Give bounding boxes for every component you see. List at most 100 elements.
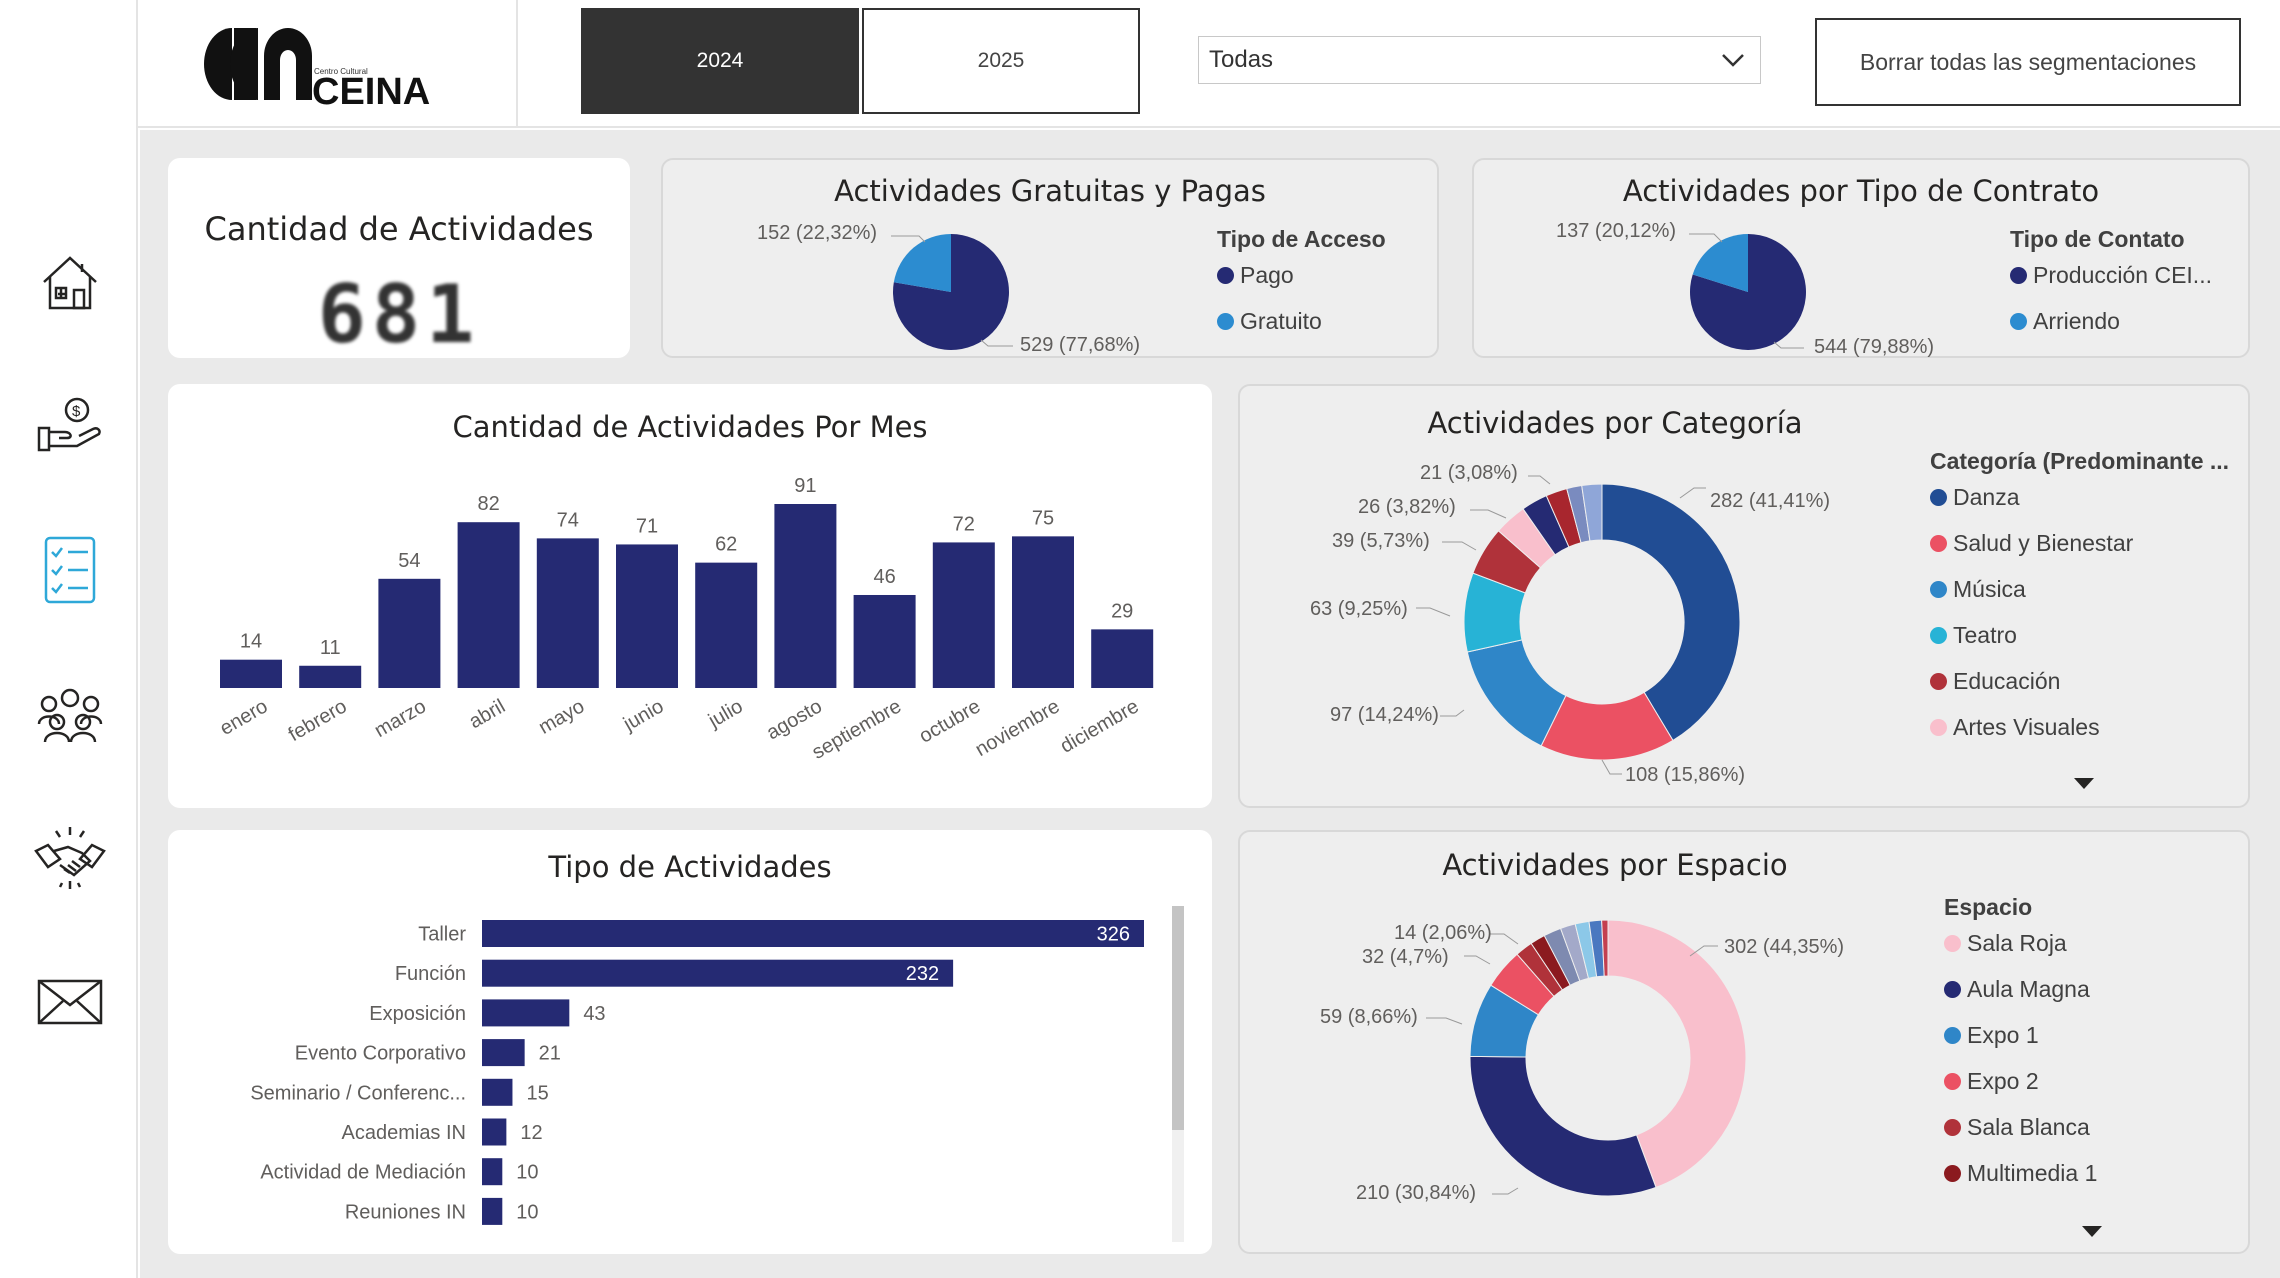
hbar-row[interactable] <box>482 1078 513 1106</box>
handshake-icon[interactable] <box>30 818 110 898</box>
bar-value-label: 14 <box>240 631 262 653</box>
year-2025-button[interactable]: 2025 <box>862 8 1140 114</box>
mail-icon[interactable] <box>30 962 110 1042</box>
hbar-row[interactable] <box>482 920 1144 947</box>
space-label-3: 59 (8,66%) <box>1320 1006 1418 1028</box>
legend-dot <box>1944 935 1961 952</box>
legend-item-teatro[interactable]: Teatro <box>1930 622 2017 649</box>
legend-label: Expo 2 <box>1967 1068 2039 1094</box>
legend-item-sala-blanca[interactable]: Sala Blanca <box>1944 1114 2090 1141</box>
filter-dropdown[interactable]: Todas <box>1198 36 1761 84</box>
hbar-value-label: 10 <box>516 1162 538 1184</box>
bar-enero[interactable] <box>220 659 282 688</box>
legend-label: Multimedia 1 <box>1967 1160 2098 1186</box>
bar-mayo[interactable] <box>536 538 599 688</box>
checklist-icon[interactable] <box>30 530 110 610</box>
legend-more-arrow-icon[interactable] <box>2082 1226 2102 1237</box>
bar-julio[interactable] <box>695 562 758 688</box>
category-donut-svg <box>1463 483 1741 761</box>
bar-noviembre[interactable] <box>1012 536 1074 688</box>
category-label-6: 26 (3,82%) <box>1358 496 1456 518</box>
y-axis-label: Reuniones IN <box>345 1201 466 1223</box>
hbar-row[interactable] <box>482 959 954 987</box>
access-pie-svg <box>891 234 1013 350</box>
legend-label: Arriendo <box>2033 308 2120 334</box>
scrollbar-thumb[interactable] <box>1172 906 1184 1130</box>
x-axis-label: diciembre <box>1057 695 1143 757</box>
legend-label: Música <box>1953 576 2026 602</box>
bar-marzo[interactable] <box>378 578 441 688</box>
category-title: Actividades por Categoría <box>1427 406 1803 440</box>
money-hand-icon[interactable]: $ <box>30 386 110 466</box>
bar-diciembre[interactable] <box>1091 629 1154 688</box>
y-axis-label: Actividad de Mediación <box>260 1162 466 1184</box>
contract-slice-2[interactable] <box>1692 234 1748 292</box>
bar-value-label: 29 <box>1111 600 1133 622</box>
y-axis-label: Academias IN <box>342 1122 467 1144</box>
space-slice-2[interactable] <box>1469 1055 1657 1197</box>
legend-dot <box>2010 313 2027 330</box>
clear-filters-button[interactable]: Borrar todas las segmentaciones <box>1815 18 2241 106</box>
legend-item-multimedia-1[interactable]: Multimedia 1 <box>1944 1160 2097 1187</box>
legend-item-danza[interactable]: Danza <box>1930 484 2019 511</box>
legend-item-pago[interactable]: Pago <box>1217 262 1294 289</box>
bar-octubre[interactable] <box>932 542 995 688</box>
space-slice-11[interactable] <box>1601 919 1609 977</box>
legend-label: Teatro <box>1953 622 2017 648</box>
legend-item-educacion[interactable]: Educación <box>1930 668 2060 695</box>
legend-label: Gratuito <box>1240 308 1322 334</box>
legend-item-sala-roja[interactable]: Sala Roja <box>1944 930 2067 957</box>
legend-item-produccion[interactable]: Producción CEI... <box>2010 262 2212 289</box>
hbar-value-label: 10 <box>516 1201 538 1223</box>
space-legend-title: Espacio <box>1944 894 2033 920</box>
legend-item-expo-2[interactable]: Expo 2 <box>1944 1068 2039 1095</box>
hbar-row[interactable] <box>482 1118 507 1146</box>
x-axis-label: mayo <box>535 695 588 739</box>
legend-dot <box>1217 313 1234 330</box>
legend-item-salud[interactable]: Salud y Bienestar <box>1930 530 2133 557</box>
access-slice-2[interactable] <box>893 234 951 292</box>
hbar-value-label: 15 <box>526 1082 548 1104</box>
year-2024-button[interactable]: 2024 <box>581 8 859 114</box>
legend-item-arriendo[interactable]: Arriendo <box>2010 308 2120 335</box>
ceina-logo: Centro Cultural CEINA <box>138 0 518 126</box>
scroll-track <box>1172 906 1184 1242</box>
access-label-2: 529 (77,68%) <box>1020 334 1141 356</box>
category-slice-1[interactable] <box>1601 483 1741 742</box>
contract-card: Actividades por Tipo de Contrato 137 (20… <box>1472 158 2250 358</box>
legend-label: Sala Blanca <box>1967 1114 2090 1140</box>
legend-item-artes[interactable]: Artes Visuales <box>1930 714 2100 741</box>
bar-febrero[interactable] <box>299 665 362 688</box>
hbar-row[interactable] <box>482 999 570 1027</box>
legend-dot <box>1944 1165 1961 1182</box>
x-axis-label: abril <box>465 695 509 733</box>
bar-septiembre[interactable] <box>853 594 916 688</box>
legend-dot <box>1944 1073 1961 1090</box>
group-icon[interactable] <box>30 674 110 754</box>
legend-label: Artes Visuales <box>1953 714 2100 740</box>
legend-more-arrow-icon[interactable] <box>2074 778 2094 789</box>
hbar-row[interactable] <box>482 1158 503 1186</box>
category-legend-title: Categoría (Predominante ... <box>1930 448 2230 474</box>
space-slice-1[interactable] <box>1607 919 1747 1189</box>
legend-label: Danza <box>1953 484 2020 510</box>
hbar-row[interactable] <box>482 1039 525 1067</box>
legend-item-aula-magna[interactable]: Aula Magna <box>1944 976 2090 1003</box>
bar-agosto[interactable] <box>774 504 837 688</box>
house-icon[interactable] <box>30 242 110 322</box>
legend-item-gratuito[interactable]: Gratuito <box>1217 308 1322 335</box>
category-label-7: 21 (3,08%) <box>1420 462 1518 484</box>
bar-junio[interactable] <box>616 544 678 688</box>
bar-abril[interactable] <box>457 522 520 688</box>
monthly-title: Cantidad de Actividades Por Mes <box>452 410 928 444</box>
legend-dot <box>1217 267 1234 284</box>
category-label-2: 108 (15,86%) <box>1625 764 1746 786</box>
space-label-4: 32 (4,7%) <box>1362 946 1449 968</box>
legend-item-musica[interactable]: Música <box>1930 576 2026 603</box>
hbar-row[interactable] <box>482 1197 503 1225</box>
access-legend-title: Tipo de Acceso <box>1217 226 1386 252</box>
category-label-1: 282 (41,41%) <box>1710 490 1831 512</box>
legend-item-expo-1[interactable]: Expo 1 <box>1944 1022 2039 1049</box>
category-slice-10[interactable] <box>1581 483 1603 542</box>
space-donut-svg <box>1426 919 1747 1197</box>
